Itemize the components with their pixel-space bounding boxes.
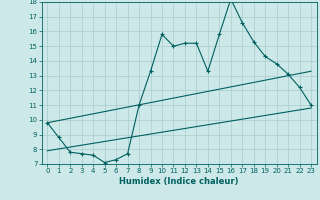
X-axis label: Humidex (Indice chaleur): Humidex (Indice chaleur)	[119, 177, 239, 186]
